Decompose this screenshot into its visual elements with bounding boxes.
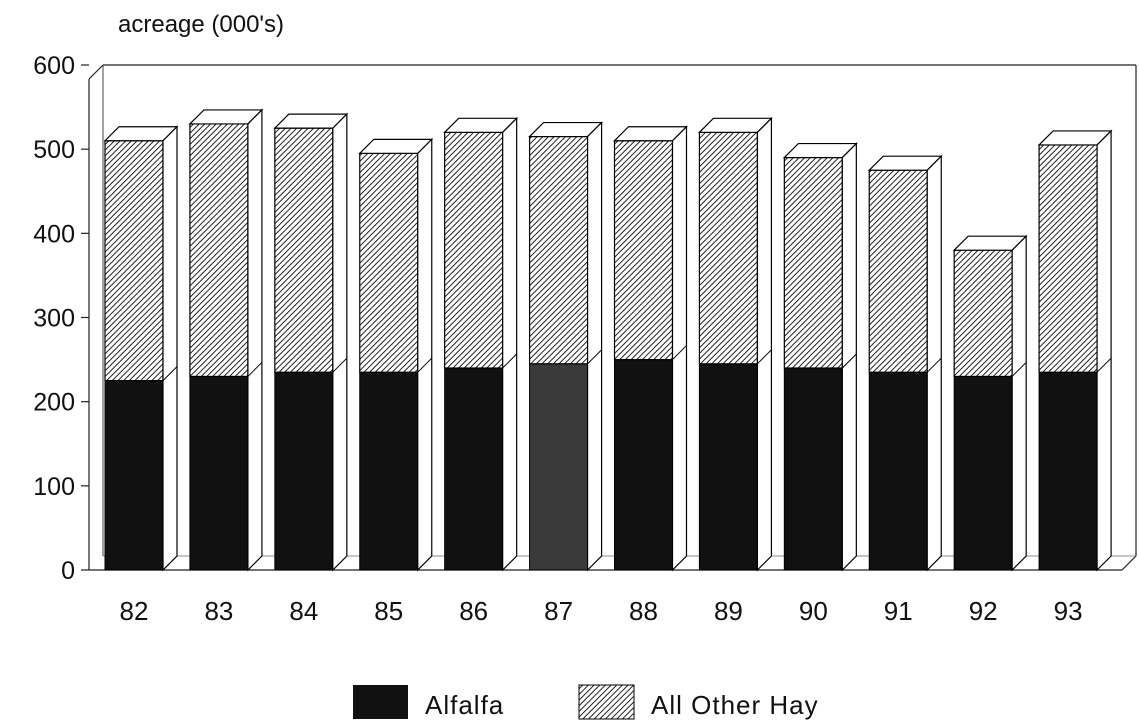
bar-other-hay-88	[613, 140, 674, 361]
bar-side-face-85	[417, 137, 433, 572]
bar-alfalfa-84	[274, 371, 334, 571]
legend-label-alfalfa: Alfalfa	[425, 690, 504, 720]
y-axis: 0 100 200 300 400 500 600	[33, 52, 89, 585]
bar-side-face-90	[841, 142, 857, 572]
x-tick-label: 93	[1054, 596, 1083, 626]
bar-alfalfa-86	[444, 367, 504, 571]
bar-side-face-89	[756, 116, 773, 572]
bar-side-face-88	[671, 125, 688, 572]
bar-other-hay-89	[698, 131, 759, 365]
y-tick-label: 400	[33, 220, 75, 248]
x-tick-label: 92	[969, 596, 998, 626]
x-tick-label: 90	[799, 596, 828, 626]
bar-alfalfa-93	[1038, 371, 1098, 571]
bar-side-face-84	[332, 112, 348, 572]
x-tick-label: 85	[374, 596, 403, 626]
bar-other-hay-82	[104, 140, 164, 382]
legend: Alfalfa All Other Hay	[353, 684, 819, 720]
bar-side-face-83	[247, 108, 263, 572]
y-tick-label: 300	[33, 305, 75, 333]
x-axis: 82 83 84 85 86 87 88 89 90 91 92 93	[120, 596, 1083, 626]
bar-other-hay-91	[868, 169, 928, 373]
legend-label-other-hay: All Other Hay	[651, 690, 819, 720]
x-tick-label: 82	[120, 596, 149, 626]
bar-alfalfa-92	[953, 375, 1013, 571]
x-tick-label: 84	[289, 596, 318, 626]
x-tick-label: 88	[629, 596, 658, 626]
bar-other-hay-84	[274, 127, 334, 373]
bar-side-face-87	[586, 121, 603, 572]
legend-swatch-other-hay	[578, 684, 635, 720]
plot-frame	[88, 64, 1137, 571]
x-tick-label: 87	[544, 596, 573, 626]
bar-side-face-86	[502, 116, 518, 572]
bar-alfalfa-82	[104, 380, 164, 571]
y-tick-label: 0	[61, 557, 75, 585]
y-tick-label: 100	[33, 473, 75, 501]
y-tick-label: 500	[33, 136, 75, 164]
bar-alfalfa-83	[189, 375, 249, 571]
x-tick-label: 89	[714, 596, 743, 626]
bar-side-face-82	[162, 125, 178, 572]
bars	[103, 108, 1113, 572]
bar-alfalfa-89	[698, 363, 758, 571]
y-tick-label: 200	[33, 389, 75, 417]
bar-alfalfa-91	[868, 371, 928, 571]
bar-other-hay-86	[444, 131, 504, 369]
y-tick-label: 600	[33, 52, 75, 80]
bar-alfalfa-85	[359, 371, 419, 571]
legend-swatch-alfalfa	[353, 685, 408, 719]
bar-other-hay-93	[1038, 144, 1098, 373]
bar-other-hay-90	[783, 156, 843, 369]
bar-other-hay-85	[359, 152, 419, 373]
x-tick-label: 86	[459, 596, 488, 626]
bar-side-face-92	[1011, 234, 1027, 572]
bar-alfalfa-90	[783, 367, 843, 571]
x-tick-label: 83	[204, 596, 233, 626]
bar-alfalfa-88	[614, 359, 673, 571]
bar-other-hay-83	[189, 123, 249, 378]
bar-alfalfa-87	[529, 363, 589, 571]
bar-other-hay-87	[528, 135, 589, 365]
bar-side-face-91	[926, 154, 942, 572]
x-tick-label: 91	[884, 596, 913, 626]
bar-other-hay-92	[953, 249, 1013, 378]
bar-side-face-93	[1096, 129, 1112, 572]
y-axis-label: acreage (000's)	[118, 11, 284, 38]
